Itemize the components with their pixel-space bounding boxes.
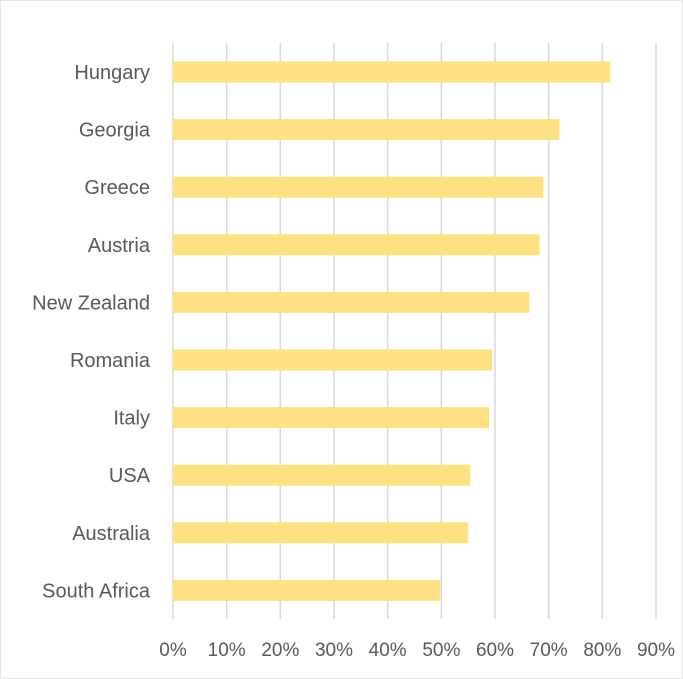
bar-romania [173, 349, 493, 371]
bar-australia [173, 522, 469, 544]
category-label: Hungary [74, 62, 150, 84]
category-label: Greece [84, 177, 150, 199]
x-tick-label: 0% [159, 640, 187, 661]
category-label: Italy [113, 408, 150, 430]
category-label: New Zealand [32, 292, 150, 314]
bar-usa [173, 464, 471, 486]
x-tick-label: 40% [369, 640, 407, 661]
bar-new-zealand [173, 291, 530, 313]
bar-greece [173, 176, 544, 198]
category-label: Romania [70, 350, 151, 372]
bar-georgia [173, 119, 560, 141]
category-label: Australia [72, 523, 151, 545]
category-label: Georgia [79, 120, 151, 142]
x-tick-label: 70% [530, 640, 568, 661]
x-tick-label: 10% [208, 640, 246, 661]
category-label: Austria [88, 235, 151, 257]
x-tick-label: 30% [315, 640, 353, 661]
bar-italy [173, 407, 490, 429]
bar-south-africa [173, 579, 441, 601]
x-tick-label: 80% [583, 640, 621, 661]
bar-hungary [173, 61, 611, 83]
x-tick-label: 50% [422, 640, 460, 661]
category-label: South Africa [42, 580, 151, 602]
bar-austria [173, 234, 540, 256]
x-tick-label: 90% [637, 640, 675, 661]
x-tick-label: 60% [476, 640, 514, 661]
x-tick-label: 20% [261, 640, 299, 661]
category-label: USA [109, 465, 151, 487]
